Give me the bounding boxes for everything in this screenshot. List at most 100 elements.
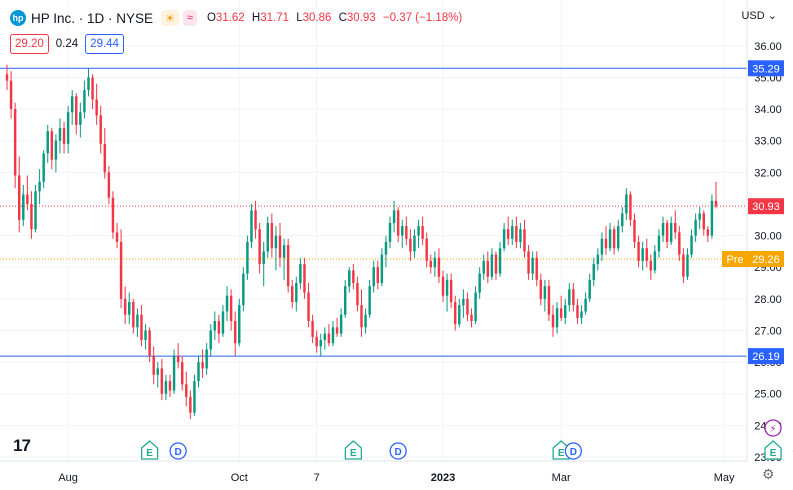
candle-body[interactable]: [46, 131, 49, 154]
candle-body[interactable]: [107, 172, 111, 198]
candle-body[interactable]: [445, 279, 449, 296]
candle-body[interactable]: [572, 289, 575, 306]
candle-body[interactable]: [376, 267, 380, 284]
candle-body[interactable]: [205, 349, 208, 369]
candle-body[interactable]: [384, 241, 388, 255]
candle-body[interactable]: [343, 286, 347, 315]
earnings-event-icon[interactable]: [344, 440, 363, 460]
waves-icon[interactable]: ≈: [182, 10, 197, 26]
candle-body[interactable]: [458, 305, 461, 325]
candle-body[interactable]: [348, 270, 351, 287]
candle-body[interactable]: [140, 314, 143, 340]
candle-body[interactable]: [331, 327, 335, 344]
candle-body[interactable]: [678, 232, 681, 255]
candle-body[interactable]: [278, 235, 282, 258]
candle-body[interactable]: [564, 305, 567, 318]
candle-body[interactable]: [34, 191, 37, 230]
candle-body[interactable]: [270, 222, 274, 249]
candle-body[interactable]: [197, 362, 200, 382]
candle-body[interactable]: [339, 314, 343, 334]
candle-body[interactable]: [527, 251, 530, 274]
candle-body[interactable]: [295, 283, 298, 303]
candle-body[interactable]: [706, 229, 710, 236]
candle-body[interactable]: [111, 197, 115, 233]
candle-body[interactable]: [238, 305, 241, 344]
candle-body[interactable]: [657, 235, 661, 252]
candle-body[interactable]: [669, 222, 673, 242]
candle-body[interactable]: [531, 257, 534, 274]
candle-body[interactable]: [70, 96, 74, 113]
flash-event-icon[interactable]: [764, 419, 782, 437]
candle-body[interactable]: [506, 229, 510, 239]
candle-body[interactable]: [282, 245, 286, 258]
candle-body[interactable]: [286, 245, 290, 287]
candle-body[interactable]: [568, 289, 571, 306]
candle-body[interactable]: [307, 292, 310, 321]
candle-body[interactable]: [323, 333, 327, 340]
candle-body[interactable]: [665, 222, 669, 242]
candle-body[interactable]: [474, 292, 477, 321]
candle-body[interactable]: [262, 251, 265, 265]
candle-body[interactable]: [303, 264, 306, 293]
candle-body[interactable]: [409, 238, 412, 252]
candle-body[interactable]: [26, 194, 29, 204]
candle-body[interactable]: [201, 362, 204, 369]
candle-body[interactable]: [311, 320, 314, 337]
candle-body[interactable]: [254, 210, 257, 230]
candle-body[interactable]: [645, 248, 648, 261]
candle-body[interactable]: [189, 396, 192, 413]
candle-body[interactable]: [576, 305, 579, 318]
candle-body[interactable]: [164, 381, 168, 394]
candle-body[interactable]: [319, 339, 322, 347]
candle-body[interactable]: [95, 99, 98, 116]
candle-body[interactable]: [54, 140, 58, 160]
candle-body[interactable]: [421, 226, 424, 239]
candle-body[interactable]: [160, 368, 164, 394]
candle-body[interactable]: [596, 254, 600, 265]
candle-body[interactable]: [5, 74, 9, 81]
candle-body[interactable]: [649, 260, 653, 271]
candle-body[interactable]: [50, 131, 54, 160]
candle-body[interactable]: [9, 80, 13, 110]
candle-body[interactable]: [482, 260, 485, 274]
candle-body[interactable]: [388, 222, 392, 242]
candle-body[interactable]: [246, 241, 249, 274]
candle-body[interactable]: [225, 295, 229, 312]
candle-body[interactable]: [694, 219, 697, 236]
candle-body[interactable]: [417, 226, 420, 236]
candle-body[interactable]: [580, 311, 583, 318]
dividend-event-icon[interactable]: [389, 442, 407, 460]
candle-body[interactable]: [449, 279, 453, 303]
candle-body[interactable]: [621, 213, 624, 227]
tradingview-logo-icon[interactable]: 17: [13, 436, 31, 455]
candle-body[interactable]: [637, 241, 640, 261]
candle-body[interactable]: [79, 112, 82, 125]
candle-body[interactable]: [144, 330, 147, 340]
candle-body[interactable]: [132, 302, 135, 328]
candle-body[interactable]: [588, 279, 591, 299]
candle-body[interactable]: [547, 286, 551, 315]
candle-body[interactable]: [119, 241, 123, 299]
candle-body[interactable]: [221, 311, 225, 334]
candle-body[interactable]: [58, 128, 62, 141]
candle-body[interactable]: [42, 153, 45, 182]
candle-body[interactable]: [462, 298, 465, 306]
candle-body[interactable]: [523, 229, 526, 252]
candle-body[interactable]: [392, 210, 396, 223]
candle-body[interactable]: [360, 305, 363, 328]
candle-body[interactable]: [405, 226, 408, 239]
candle-body[interactable]: [539, 279, 543, 299]
candle-body[interactable]: [437, 257, 441, 277]
gear-icon[interactable]: ⚙: [762, 466, 775, 482]
candle-body[interactable]: [156, 368, 159, 375]
candle-body[interactable]: [600, 238, 604, 255]
candle-body[interactable]: [425, 238, 428, 261]
candle-body[interactable]: [258, 229, 261, 265]
candle-body[interactable]: [176, 355, 180, 363]
dividend-event-icon[interactable]: [564, 442, 583, 460]
candle-body[interactable]: [413, 235, 416, 252]
candle-body[interactable]: [99, 115, 102, 144]
candle-body[interactable]: [250, 210, 253, 242]
candle-body[interactable]: [115, 232, 119, 242]
